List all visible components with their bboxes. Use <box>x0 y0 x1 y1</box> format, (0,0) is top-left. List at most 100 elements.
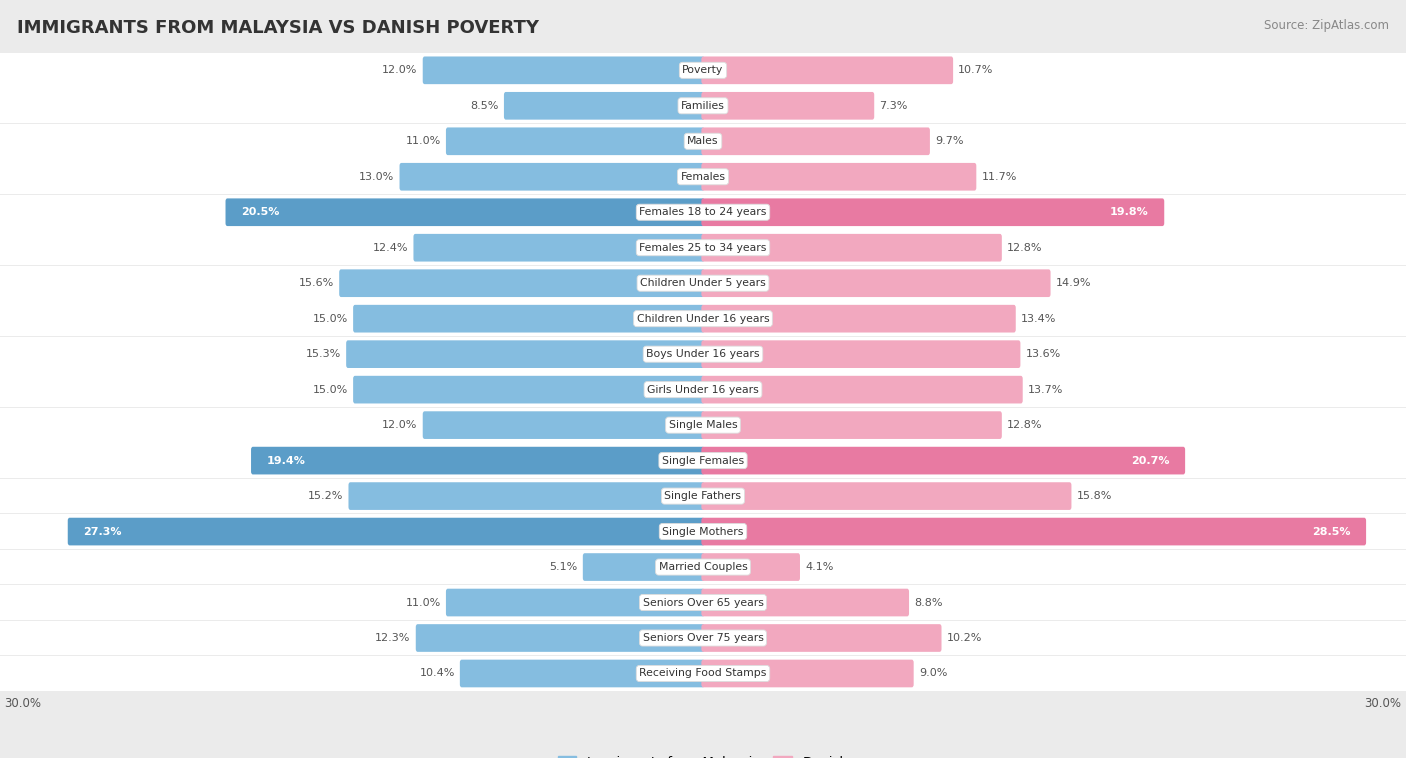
FancyBboxPatch shape <box>399 163 704 190</box>
Text: 11.0%: 11.0% <box>405 136 441 146</box>
FancyBboxPatch shape <box>460 659 704 688</box>
FancyBboxPatch shape <box>702 589 910 616</box>
FancyBboxPatch shape <box>702 199 1164 226</box>
Text: 15.3%: 15.3% <box>307 349 342 359</box>
Bar <box>0 230 1406 265</box>
Text: 19.4%: 19.4% <box>267 456 305 465</box>
Bar <box>0 337 1406 371</box>
Text: Poverty: Poverty <box>682 65 724 75</box>
Text: 9.7%: 9.7% <box>935 136 963 146</box>
Text: 10.2%: 10.2% <box>946 633 981 643</box>
Text: IMMIGRANTS FROM MALAYSIA VS DANISH POVERTY: IMMIGRANTS FROM MALAYSIA VS DANISH POVER… <box>17 19 538 37</box>
FancyBboxPatch shape <box>423 412 704 439</box>
FancyBboxPatch shape <box>583 553 704 581</box>
FancyBboxPatch shape <box>702 376 1022 403</box>
Bar <box>0 301 1406 336</box>
Text: Single Males: Single Males <box>669 420 737 430</box>
FancyBboxPatch shape <box>349 482 704 510</box>
Bar <box>0 372 1406 407</box>
Legend: Immigrants from Malaysia, Danish: Immigrants from Malaysia, Danish <box>558 756 848 758</box>
Text: 9.0%: 9.0% <box>918 669 948 678</box>
FancyBboxPatch shape <box>225 199 704 226</box>
Text: 20.5%: 20.5% <box>242 207 280 218</box>
Bar <box>0 514 1406 549</box>
Text: 12.0%: 12.0% <box>382 420 418 430</box>
Text: Females: Females <box>681 172 725 182</box>
Text: 12.8%: 12.8% <box>1007 420 1042 430</box>
FancyBboxPatch shape <box>446 589 704 616</box>
Text: 11.0%: 11.0% <box>405 597 441 607</box>
FancyBboxPatch shape <box>346 340 704 368</box>
Text: 8.8%: 8.8% <box>914 597 942 607</box>
Text: 14.9%: 14.9% <box>1056 278 1091 288</box>
FancyBboxPatch shape <box>702 518 1367 546</box>
Text: 10.7%: 10.7% <box>959 65 994 75</box>
Bar <box>0 479 1406 513</box>
Text: 5.1%: 5.1% <box>550 562 578 572</box>
FancyBboxPatch shape <box>702 127 929 155</box>
FancyBboxPatch shape <box>702 659 914 688</box>
Text: Females 25 to 34 years: Females 25 to 34 years <box>640 243 766 252</box>
Text: 20.7%: 20.7% <box>1130 456 1170 465</box>
Text: 12.8%: 12.8% <box>1007 243 1042 252</box>
Bar <box>0 443 1406 478</box>
Text: 7.3%: 7.3% <box>879 101 908 111</box>
Text: Males: Males <box>688 136 718 146</box>
Bar <box>0 53 1406 88</box>
FancyBboxPatch shape <box>702 340 1021 368</box>
Text: Females 18 to 24 years: Females 18 to 24 years <box>640 207 766 218</box>
FancyBboxPatch shape <box>702 482 1071 510</box>
Bar <box>0 656 1406 691</box>
Text: Seniors Over 75 years: Seniors Over 75 years <box>643 633 763 643</box>
Bar <box>0 550 1406 584</box>
Text: 15.6%: 15.6% <box>299 278 335 288</box>
Text: Single Mothers: Single Mothers <box>662 527 744 537</box>
Text: 13.4%: 13.4% <box>1021 314 1056 324</box>
FancyBboxPatch shape <box>702 163 976 190</box>
FancyBboxPatch shape <box>67 518 704 546</box>
Text: 8.5%: 8.5% <box>471 101 499 111</box>
Text: 15.2%: 15.2% <box>308 491 343 501</box>
Bar <box>0 266 1406 301</box>
Text: 27.3%: 27.3% <box>83 527 122 537</box>
FancyBboxPatch shape <box>503 92 704 120</box>
FancyBboxPatch shape <box>702 305 1015 333</box>
FancyBboxPatch shape <box>702 92 875 120</box>
FancyBboxPatch shape <box>702 446 1185 475</box>
Text: 13.6%: 13.6% <box>1025 349 1060 359</box>
Bar <box>0 408 1406 443</box>
FancyBboxPatch shape <box>353 305 704 333</box>
Text: 12.4%: 12.4% <box>373 243 408 252</box>
Text: Children Under 16 years: Children Under 16 years <box>637 314 769 324</box>
Bar <box>0 621 1406 656</box>
FancyBboxPatch shape <box>702 624 942 652</box>
FancyBboxPatch shape <box>702 57 953 84</box>
Bar <box>0 159 1406 194</box>
Text: 30.0%: 30.0% <box>1364 697 1402 710</box>
Text: Receiving Food Stamps: Receiving Food Stamps <box>640 669 766 678</box>
Text: 10.4%: 10.4% <box>419 669 454 678</box>
Text: Boys Under 16 years: Boys Under 16 years <box>647 349 759 359</box>
Text: 11.7%: 11.7% <box>981 172 1017 182</box>
FancyBboxPatch shape <box>353 376 704 403</box>
Text: 15.0%: 15.0% <box>312 384 349 395</box>
FancyBboxPatch shape <box>252 446 704 475</box>
Text: 19.8%: 19.8% <box>1109 207 1149 218</box>
Text: Single Fathers: Single Fathers <box>665 491 741 501</box>
Text: Families: Families <box>681 101 725 111</box>
FancyBboxPatch shape <box>702 553 800 581</box>
Bar <box>0 124 1406 158</box>
FancyBboxPatch shape <box>702 234 1002 262</box>
Text: 13.0%: 13.0% <box>359 172 395 182</box>
Text: 4.1%: 4.1% <box>806 562 834 572</box>
Text: Single Females: Single Females <box>662 456 744 465</box>
Text: Source: ZipAtlas.com: Source: ZipAtlas.com <box>1264 19 1389 32</box>
FancyBboxPatch shape <box>702 269 1050 297</box>
FancyBboxPatch shape <box>413 234 704 262</box>
Bar <box>0 195 1406 230</box>
Text: 12.3%: 12.3% <box>375 633 411 643</box>
Text: 15.0%: 15.0% <box>312 314 349 324</box>
Bar <box>0 89 1406 124</box>
Text: Children Under 5 years: Children Under 5 years <box>640 278 766 288</box>
Text: 12.0%: 12.0% <box>382 65 418 75</box>
